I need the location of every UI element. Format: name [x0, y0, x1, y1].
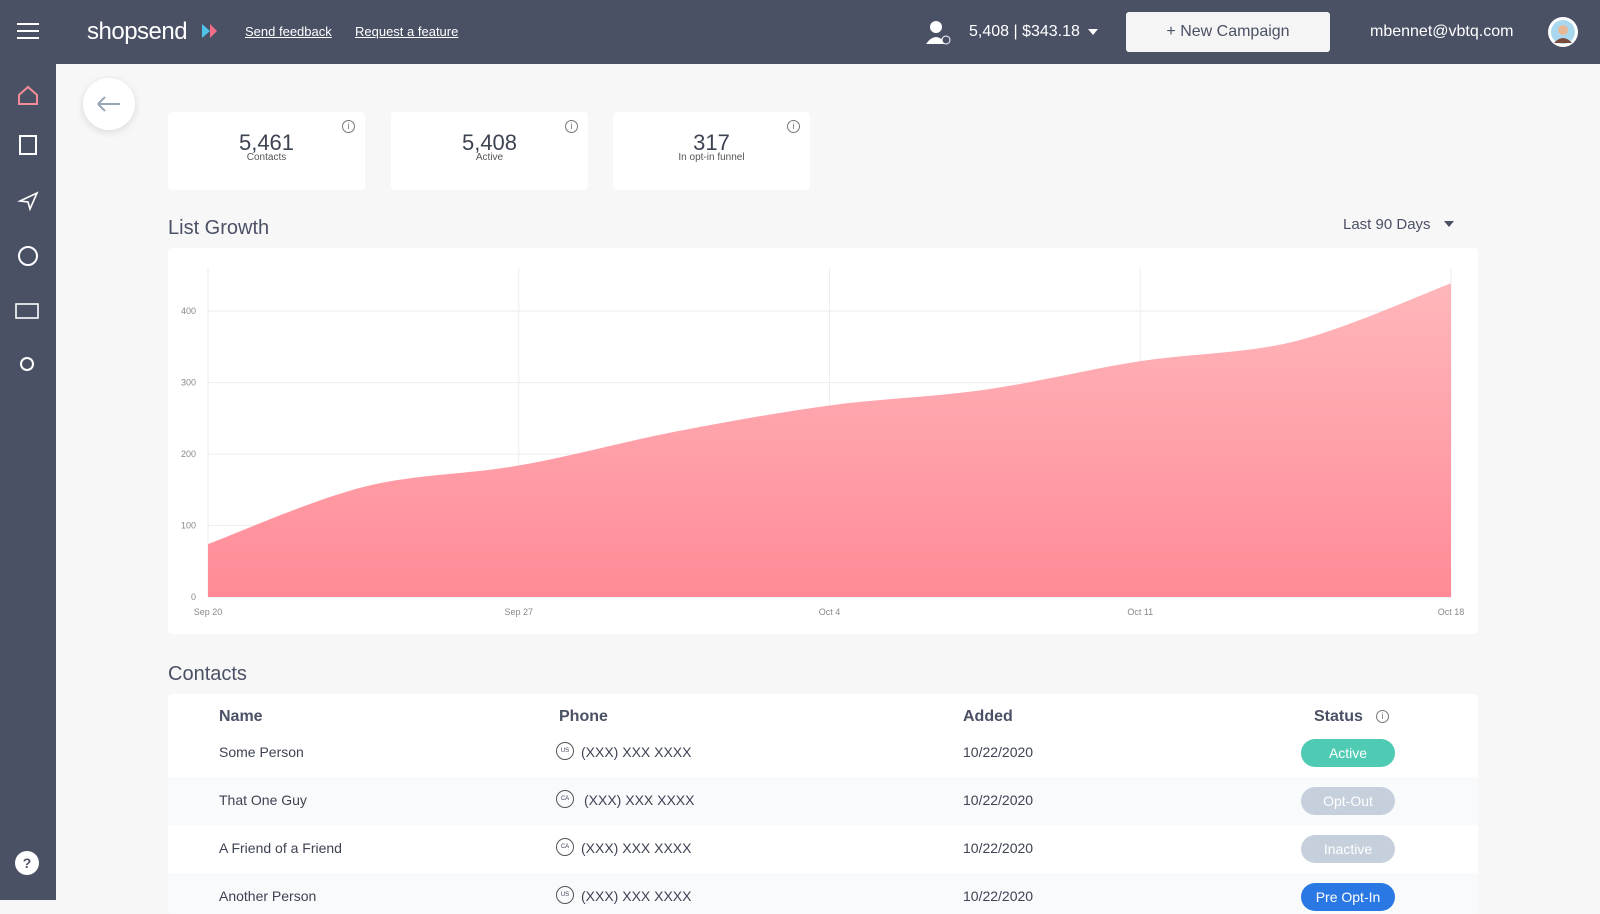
balance[interactable]: 5,408 | $343.18	[969, 23, 1080, 40]
stat-label: Active	[475, 152, 504, 163]
x-tick-label: Sep 27	[504, 607, 533, 617]
cell-name: Some Person	[219, 744, 304, 760]
feature-link[interactable]: Request a feature	[355, 24, 459, 39]
account-icon	[926, 21, 951, 45]
country-flag: CA	[556, 838, 574, 856]
cell-name: That One Guy	[219, 792, 307, 808]
country-flag: US	[556, 742, 574, 760]
info-icon[interactable]: i	[342, 120, 355, 133]
stat-card: 5,408 Active i	[391, 112, 588, 190]
help-mark: ?	[23, 855, 32, 871]
table-row[interactable]: Some Person US (XXX) XXX XXXX 10/22/2020 Act…	[168, 729, 1478, 777]
sidebar: ?	[0, 64, 56, 900]
status-badge[interactable]: Pre Opt-In	[1301, 883, 1395, 911]
stat-value: 5,461	[238, 130, 295, 155]
table-row[interactable]: That One Guy CA (XXX) XXX XXXX 10/22/2020 Op…	[168, 777, 1478, 825]
range-select[interactable]: Last 90 Days	[1343, 216, 1431, 233]
x-tick-label: Oct 4	[819, 607, 841, 617]
messages-icon[interactable]	[15, 303, 39, 319]
y-tick-label: 200	[181, 449, 196, 459]
country-flag: US	[556, 886, 574, 904]
status-badge[interactable]: Inactive	[1301, 835, 1395, 863]
column-header: Phone	[559, 708, 608, 725]
column-header: Status	[1314, 708, 1363, 725]
info-icon[interactable]: i	[565, 120, 578, 133]
top-bar: shopsend Send feedback Request a feature…	[0, 0, 1600, 64]
range-caret	[1444, 221, 1454, 227]
back-button[interactable]	[78, 76, 140, 138]
dropdown-caret	[1088, 29, 1098, 35]
stat-value: 317	[693, 130, 730, 155]
logo-mark	[202, 24, 217, 38]
sidebar-icons: ?	[15, 85, 39, 875]
country-flag: CA	[556, 790, 574, 808]
new-campaign-button[interactable]: + New Campaign	[1126, 12, 1330, 52]
column-header: Added	[963, 708, 1013, 725]
avatar[interactable]	[1548, 17, 1578, 47]
info-icon[interactable]: i	[1376, 710, 1389, 723]
stat-card: 5,461 Contacts i	[168, 112, 365, 190]
chart-card: 0 100 200 300 400 Sep 20 Sep 27 Oct 4 Oct 11 Oct …	[168, 248, 1478, 634]
contacts-icon[interactable]	[19, 135, 37, 155]
chart-title: List Growth	[168, 217, 270, 239]
cell-phone: (XXX) XXX XXXX	[584, 792, 695, 808]
cell-name: Another Person	[219, 888, 317, 904]
cell-added: 10/22/2020	[963, 888, 1034, 904]
cell-added: 10/22/2020	[963, 792, 1034, 808]
cell-name: A Friend of a Friend	[219, 840, 342, 856]
chart: 0 100 200 300 400 Sep 20 Sep 27 Oct 4 Oct 11 Oct …	[181, 268, 1465, 617]
cell-phone: (XXX) XXX XXXX	[581, 840, 692, 856]
cell-phone: (XXX) XXX XXXX	[581, 888, 692, 904]
column-header: Name	[219, 708, 263, 725]
stat-card: 317 In opt-in funnel i	[613, 112, 810, 190]
y-tick-label: 400	[181, 306, 196, 316]
cell-added: 10/22/2020	[963, 744, 1034, 760]
cell-phone: (XXX) XXX XXXX	[581, 744, 692, 760]
cell-added: 10/22/2020	[963, 840, 1034, 856]
x-tick-label: Oct 11	[1127, 607, 1153, 617]
y-tick-label: 100	[181, 521, 196, 531]
help-icon[interactable]	[15, 851, 39, 875]
status-badge[interactable]: Active	[1301, 739, 1395, 767]
x-tick-label: Sep 20	[194, 607, 223, 617]
info-icon[interactable]: i	[787, 120, 800, 133]
contacts-title: Contacts	[168, 663, 247, 685]
y-tick-label: 0	[191, 592, 196, 602]
home-icon[interactable]	[18, 85, 38, 105]
area	[208, 283, 1451, 597]
status-badge[interactable]: Opt-Out	[1301, 787, 1395, 815]
add-user-icon[interactable]	[20, 357, 34, 371]
table-row[interactable]: Another Person US (XXX) XXX XXXX 10/22/2020…	[168, 873, 1478, 914]
stat-value: 5,408	[461, 130, 518, 155]
stat-label: Contacts	[246, 152, 287, 163]
logo[interactable]: shopsend	[87, 18, 188, 45]
contacts-table: Name Phone Added Status i Some Person US (…	[168, 694, 1478, 914]
user-email[interactable]: mbennet@vbtq.com	[1370, 23, 1514, 40]
table-row[interactable]: A Friend of a Friend CA (XXX) XXX XXXX 10/2…	[168, 825, 1478, 873]
feedback-link[interactable]: Send feedback	[245, 24, 332, 39]
y-tick-label: 300	[181, 378, 196, 388]
automation-icon[interactable]	[18, 246, 38, 266]
stat-label: In opt-in funnel	[678, 152, 745, 163]
menu-icon[interactable]	[17, 22, 39, 40]
x-tick-label: Oct 18	[1438, 607, 1465, 617]
campaign-icon[interactable]	[17, 191, 39, 212]
